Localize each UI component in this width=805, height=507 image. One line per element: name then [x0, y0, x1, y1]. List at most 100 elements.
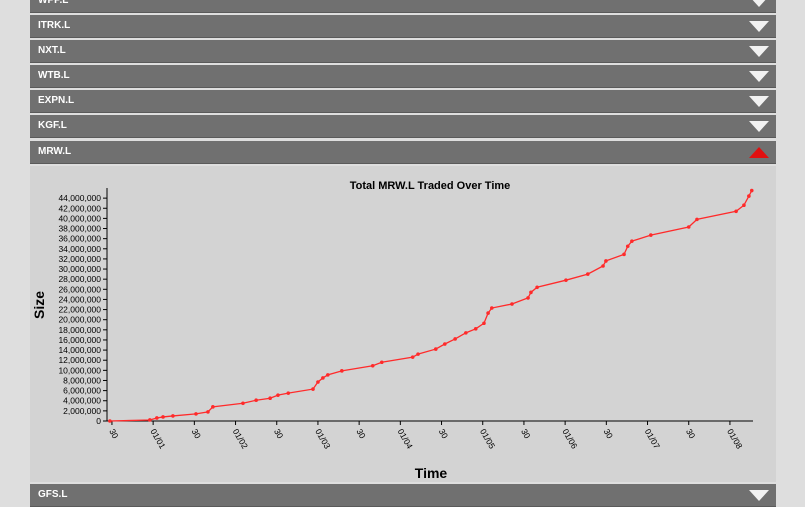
data-point — [161, 415, 165, 419]
data-point — [171, 414, 175, 418]
expand-icon[interactable] — [748, 19, 770, 33]
data-point — [194, 412, 198, 416]
x-tick-label: 01/06 — [560, 427, 579, 451]
data-point — [747, 194, 751, 198]
data-point — [370, 363, 375, 368]
data-point — [535, 285, 539, 290]
expand-icon[interactable] — [748, 44, 770, 58]
data-point — [254, 398, 258, 403]
y-tick-label: 42,000,000 — [58, 203, 101, 213]
expand-icon[interactable] — [748, 119, 770, 133]
data-point — [526, 296, 530, 300]
data-point — [529, 290, 533, 295]
y-tick-label: 14,000,000 — [58, 345, 101, 355]
stock-row[interactable]: WTB.L — [30, 65, 776, 88]
data-point — [630, 239, 634, 243]
data-point — [286, 391, 291, 395]
stock-label: GFS.L — [38, 489, 68, 500]
data-point — [482, 321, 486, 326]
chart-panel: Total MRW.L Traded Over Time Size Time 0… — [30, 166, 776, 482]
expand-icon[interactable] — [748, 69, 770, 83]
data-point — [749, 188, 754, 193]
data-point — [625, 244, 630, 249]
x-tick-label: 01/08 — [725, 427, 744, 451]
data-point — [379, 360, 384, 365]
x-tick-label: 30 — [354, 427, 368, 440]
data-point — [316, 380, 320, 384]
x-tick-label: 30 — [437, 427, 451, 440]
data-point — [340, 369, 344, 373]
stock-label: MRW.L — [38, 146, 72, 157]
y-tick-label: 6,000,000 — [63, 386, 101, 396]
data-point — [585, 272, 590, 276]
x-tick-label: 01/03 — [313, 427, 332, 451]
stock-row[interactable]: MRW.L — [30, 141, 776, 164]
data-point — [443, 342, 447, 346]
stock-label: EXPN.L — [38, 95, 75, 106]
stock-row[interactable]: GFS.L — [30, 484, 776, 507]
expand-icon[interactable] — [748, 0, 770, 8]
y-tick-label: 24,000,000 — [58, 294, 101, 304]
stock-label: ITRK.L — [38, 20, 71, 31]
data-point — [155, 416, 159, 420]
collapse-icon[interactable] — [748, 145, 770, 159]
stock-label: NXT.L — [38, 45, 66, 56]
y-tick-label: 36,000,000 — [58, 234, 101, 244]
y-axis-label: Size — [31, 291, 47, 319]
x-tick-label: 01/07 — [643, 427, 662, 451]
chart-title: Total MRW.L Traded Over Time — [350, 180, 511, 192]
data-point — [211, 405, 215, 409]
x-tick-label: 01/02 — [231, 427, 250, 451]
x-tick-label: 01/05 — [478, 427, 497, 451]
y-tick-label: 18,000,000 — [58, 325, 101, 335]
y-tick-label: 2,000,000 — [63, 406, 101, 416]
y-tick-label: 38,000,000 — [58, 224, 101, 234]
y-tick-label: 28,000,000 — [58, 274, 101, 284]
stock-row[interactable]: EXPN.L — [30, 90, 776, 113]
y-tick-label: 30,000,000 — [58, 264, 101, 274]
y-tick-label: 32,000,000 — [58, 254, 101, 264]
y-tick-label: 12,000,000 — [58, 355, 101, 365]
x-tick-label: 01/01 — [148, 427, 167, 451]
x-tick-label: 30 — [519, 427, 533, 440]
expand-icon[interactable] — [748, 94, 770, 108]
data-point — [268, 396, 272, 401]
data-point — [326, 373, 330, 377]
y-tick-label: 22,000,000 — [58, 305, 101, 315]
x-tick-label: 30 — [107, 427, 121, 440]
data-point — [410, 355, 415, 359]
data-point — [473, 327, 478, 331]
data-point — [321, 376, 325, 380]
data-point — [241, 401, 245, 406]
stock-label: WTB.L — [38, 70, 70, 81]
data-point — [464, 331, 468, 335]
data-point — [564, 278, 568, 282]
y-tick-label: 8,000,000 — [63, 375, 101, 385]
data-point — [433, 347, 438, 351]
y-tick-label: 0 — [96, 416, 101, 426]
data-point — [604, 259, 608, 263]
stock-row[interactable]: NXT.L — [30, 40, 776, 63]
stock-row[interactable]: KGF.L — [30, 115, 776, 138]
data-point — [695, 217, 699, 222]
data-point — [206, 410, 210, 414]
data-point — [453, 337, 457, 341]
data-point — [276, 393, 280, 397]
x-tick-label: 30 — [684, 427, 698, 440]
y-tick-label: 16,000,000 — [58, 335, 101, 345]
y-tick-label: 10,000,000 — [58, 365, 101, 375]
data-point — [622, 252, 626, 257]
data-point — [148, 418, 152, 422]
y-tick-label: 4,000,000 — [63, 396, 101, 406]
data-point — [311, 387, 315, 391]
data-point — [742, 203, 746, 208]
data-point — [734, 209, 738, 214]
stock-label: WPP.L — [38, 0, 69, 6]
stock-row[interactable]: ITRK.L — [30, 15, 776, 38]
stock-row[interactable]: WPP.L — [30, 0, 776, 13]
expand-icon[interactable] — [748, 488, 770, 502]
chart: Total MRW.L Traded Over Time Size Time 0… — [31, 180, 754, 481]
data-point — [686, 225, 691, 229]
x-tick-label: 30 — [272, 427, 286, 440]
